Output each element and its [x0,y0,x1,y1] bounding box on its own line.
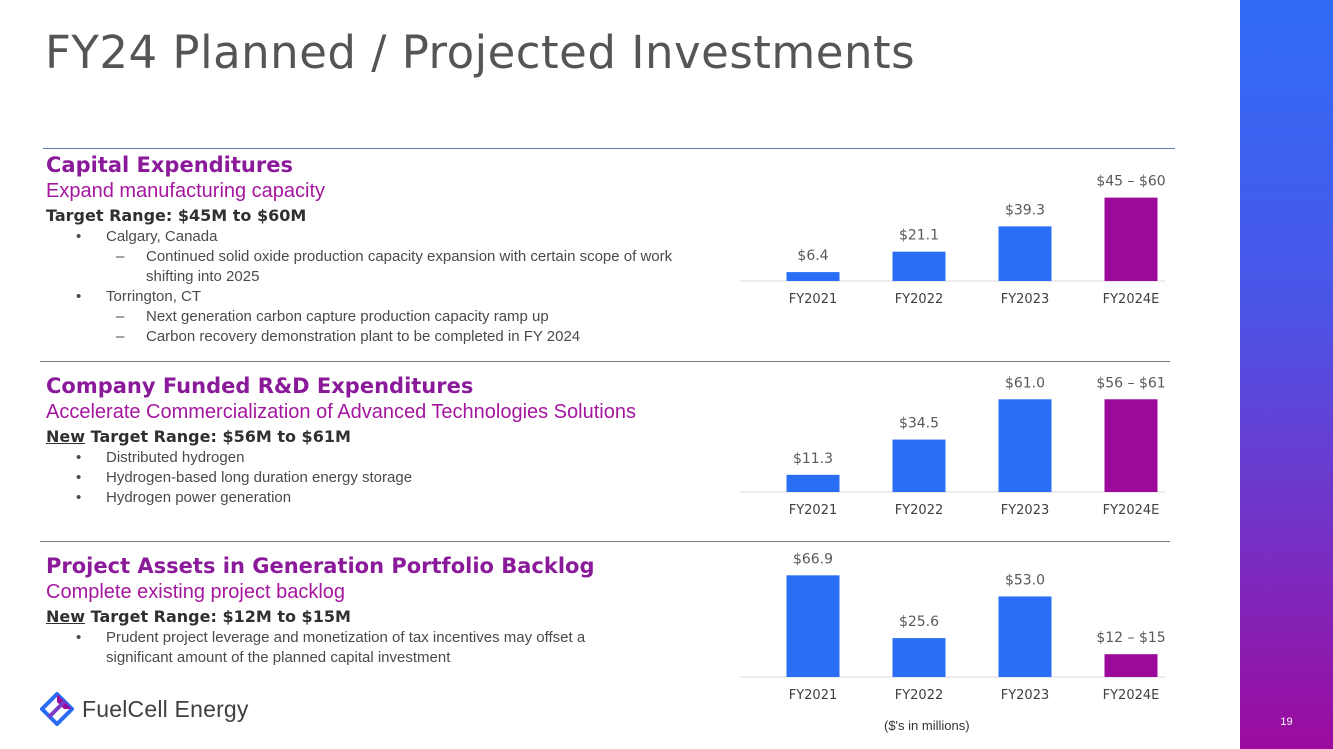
capex-bar-chart: $6.4 FY2021 $21.1 FY2022 $39.3 FY2023 $45 – $6… [740,174,1166,307]
section-divider [40,361,1170,362]
side-accent-bar [1240,0,1333,749]
list-item: Calgary, Canada Continued solid oxide pr… [46,227,726,287]
section-subheading: Complete existing project backlog [46,581,346,603]
target-range: New Target Range: $56M to $61M [46,426,726,448]
data-label: $56 – $61 [1096,375,1165,391]
logo-text: FuelCell Energy [82,695,249,722]
section-capex: Capital Expenditures Expand manufacturin… [46,151,726,347]
x-tick-label: FY2021 [789,503,838,518]
section-heading: Company Funded R&D Expenditures [46,374,474,398]
list-item-text: Torrington, CT [106,288,202,305]
list-item-text: Next generation carbon capture productio… [146,308,549,325]
data-label: $11.3 [793,451,833,467]
bar-fy2024e [1104,197,1158,281]
section-project-assets: Project Assets in Generation Portfolio B… [46,552,726,668]
list-item-text: Distributed hydrogen [106,449,245,466]
target-range: Target Range: $45M to $60M [46,205,726,227]
bar-fy2022 [892,439,946,492]
bullet-list: Distributed hydrogen Hydrogen-based long… [46,448,726,508]
section-rnd: Company Funded R&D Expenditures Accelera… [46,372,726,508]
bullet-list: Calgary, Canada Continued solid oxide pr… [46,227,726,347]
list-item: Distributed hydrogen [46,448,726,468]
x-tick-label: FY2024E [1103,688,1160,703]
list-item: Carbon recovery demonstration plant to b… [106,327,726,347]
x-tick-label: FY2023 [1001,503,1050,518]
list-item-text: Carbon recovery demonstration plant to b… [146,328,581,345]
page-title: FY24 Planned / Projected Investments [45,26,916,79]
rnd-bar-chart: $11.3 FY2021 $34.5 FY2022 $61.0 FY2023 $56 – $… [740,375,1166,518]
title-divider [43,148,1175,149]
list-item-text: Continued solid oxide production capacit… [146,248,673,285]
section-heading: Project Assets in Generation Portfolio B… [46,554,595,578]
list-item-text: Prudent project leverage and monetizatio… [106,629,586,666]
list-item-text: Hydrogen-based long duration energy stor… [106,469,413,486]
footnote: ($'s in millions) [884,718,970,733]
data-label: $66.9 [793,551,833,567]
section-divider [40,541,1170,542]
sub-bullet-list: Continued solid oxide production capacit… [106,247,726,287]
bar-fy2023 [998,226,1052,281]
x-tick-label: FY2022 [895,292,944,307]
x-tick-label: FY2023 [1001,688,1050,703]
bar-fy2023 [998,399,1052,492]
new-label: New [46,607,86,626]
new-label: New [46,427,86,446]
section-subheading: Accelerate Commercialization of Advanced… [46,401,636,423]
target-range: New Target Range: $12M to $15M [46,606,726,628]
bullet-list: Prudent project leverage and monetizatio… [46,628,726,668]
bar-fy2022 [892,638,946,677]
bar-fy2022 [892,251,946,281]
list-item-text: Hydrogen power generation [106,489,292,506]
data-label: $61.0 [1005,375,1045,391]
x-tick-label: FY2023 [1001,292,1050,307]
target-range-text: Target Range: $56M to $61M [90,427,351,446]
fuelcell-logo-icon [40,692,74,726]
data-label: $53.0 [1005,572,1045,588]
bar-fy2021 [786,272,840,281]
list-item: Torrington, CT Next generation carbon ca… [46,287,726,347]
list-item: Hydrogen power generation [46,488,726,508]
fuelcell-logo: FuelCell Energy [40,692,249,726]
section-subheading: Expand manufacturing capacity [46,180,326,202]
bar-fy2024e [1104,654,1158,677]
data-label: $21.1 [899,228,939,244]
x-tick-label: FY2024E [1103,503,1160,518]
bar-fy2024e [1104,399,1158,492]
x-tick-label: FY2021 [789,688,838,703]
project-assets-bar-chart: $66.9 FY2021 $25.6 FY2022 $53.0 FY2023 $12 – $… [740,551,1166,703]
bar-fy2021 [786,575,840,677]
list-item: Hydrogen-based long duration energy stor… [46,468,726,488]
data-label: $12 – $15 [1096,630,1165,646]
x-tick-label: FY2021 [789,292,838,307]
target-range-text: Target Range: $12M to $15M [90,607,351,626]
list-item: Prudent project leverage and monetizatio… [46,628,726,668]
data-label: $34.5 [899,416,939,432]
data-label: $6.4 [797,248,828,264]
data-label: $39.3 [1005,202,1045,218]
page-number: 19 [1280,716,1293,728]
bar-fy2021 [786,474,840,492]
section-heading: Capital Expenditures [46,153,293,177]
list-item: Next generation carbon capture productio… [106,307,726,327]
target-range-text: Target Range: $45M to $60M [46,206,307,225]
sub-bullet-list: Next generation carbon capture productio… [106,307,726,347]
data-label: $45 – $60 [1096,174,1165,190]
list-item-text: Calgary, Canada [106,228,218,245]
data-label: $25.6 [899,614,939,630]
bar-fy2023 [998,596,1052,677]
x-tick-label: FY2022 [895,688,944,703]
x-tick-label: FY2024E [1103,292,1160,307]
list-item: Continued solid oxide production capacit… [106,247,726,287]
x-tick-label: FY2022 [895,503,944,518]
